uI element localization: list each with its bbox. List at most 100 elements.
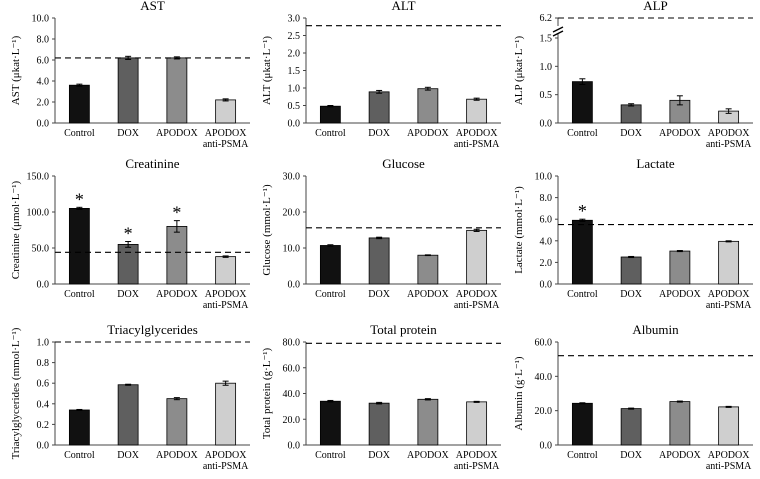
bar-1 <box>319 400 341 446</box>
x-tick-label: APODOX <box>407 450 449 461</box>
chart-title: Total protein <box>370 322 437 337</box>
bar-4 <box>215 382 237 446</box>
x-tick-label: Control <box>567 128 598 139</box>
bar-4 <box>466 98 488 124</box>
bar-1 <box>319 105 341 124</box>
y-tick-label: 0.0 <box>540 280 553 291</box>
x-tick-label: APODOX anti-PSMA <box>203 450 249 472</box>
y-tick-label: 10.0 <box>283 244 301 255</box>
x-tick-label: DOX <box>368 450 390 461</box>
x-tick-label: APODOX anti-PSMA <box>706 128 752 150</box>
y-tick-label: 0.0 <box>288 441 301 452</box>
x-tick-label: APODOX anti-PSMA <box>454 289 500 311</box>
y-tick-label: 2.5 <box>288 31 301 42</box>
x-tick-label: APODOX <box>659 450 701 461</box>
y-tick-label: 20.0 <box>535 406 553 417</box>
y-tick-label: 6.2 <box>540 13 553 24</box>
y-tick-label: 0.0 <box>288 280 301 291</box>
chart-panel-4: Creatinine 0.0 50.0 100.0 150.0 Creatinine (μ… <box>10 156 250 311</box>
x-tick-label: DOX <box>117 289 139 300</box>
chart-panel-3: ALP 6.2 0.0 0.5 1.0 1.5 ALP (μkat·L⁻¹) Control D… <box>513 0 753 150</box>
y-tick-label: 2.0 <box>540 258 553 269</box>
y-axis-label: ALT (μkat·L⁻¹) <box>261 36 273 105</box>
y-tick-label: 4.0 <box>540 236 553 247</box>
bar-4 <box>466 401 488 446</box>
x-tick-label: APODOX anti-PSMA <box>706 450 752 472</box>
y-tick-label: 8.0 <box>540 193 553 204</box>
y-tick-label: 40.0 <box>535 372 553 383</box>
x-tick-label: Control <box>315 128 346 139</box>
y-tick-label: 10.0 <box>535 172 553 183</box>
y-tick-label: 1.0 <box>288 84 301 95</box>
y-tick-label: 0.5 <box>288 101 301 112</box>
y-tick-label: 100.0 <box>27 208 50 219</box>
y-tick-label: 20.0 <box>283 208 301 219</box>
bar-3 <box>417 398 439 446</box>
y-tick-label: 1.0 <box>540 62 553 73</box>
y-tick-label: 0.0 <box>540 441 553 452</box>
chart-panel-6: Lactate 0.0 2.0 4.0 6.0 8.0 10.0 Lactate (mmol·… <box>513 156 753 311</box>
axis-break-mark <box>552 26 564 33</box>
y-tick-label: 60.0 <box>283 363 301 374</box>
bar-2 <box>620 256 642 285</box>
chart-panel-7: Triacylglycerides 0.0 0.2 0.4 0.6 0.8 1.0 Triac… <box>10 322 250 472</box>
y-tick-label: 0.0 <box>37 441 50 452</box>
x-tick-label: DOX <box>117 450 139 461</box>
significance-star: * <box>172 203 181 223</box>
y-tick-label: 2.0 <box>37 98 50 109</box>
y-tick-label: 4.0 <box>37 77 50 88</box>
bar-1 <box>68 84 90 124</box>
y-tick-label: 0.2 <box>37 420 50 431</box>
x-tick-label: APODOX anti-PSMA <box>454 128 500 150</box>
bar-3 <box>669 250 691 285</box>
y-tick-label: 2.0 <box>288 49 301 60</box>
x-tick-label: Control <box>64 450 95 461</box>
y-tick-label: 1.0 <box>37 338 50 349</box>
y-tick-label: 30.0 <box>283 172 301 183</box>
x-tick-label: APODOX anti-PSMA <box>203 289 249 311</box>
bar-2 <box>117 243 139 285</box>
x-tick-label: DOX <box>117 128 139 139</box>
bar-4 <box>215 99 237 124</box>
y-axis-label: Creatinine (μmol·L⁻¹) <box>10 180 22 279</box>
bar-1 <box>68 409 90 446</box>
x-tick-label: APODOX <box>659 289 701 300</box>
x-tick-label: DOX <box>620 128 642 139</box>
bar-2 <box>620 408 642 446</box>
significance-star: * <box>578 201 587 221</box>
x-tick-label: Control <box>315 289 346 300</box>
bar-4 <box>718 240 740 285</box>
y-axis-label: Triacylglycerides (mmol·L⁻¹) <box>10 327 22 459</box>
y-tick-label: 6.0 <box>37 56 50 67</box>
y-axis-label: Albumin (g·L⁻¹) <box>513 356 525 431</box>
chart-title: Glucose <box>382 156 425 171</box>
x-tick-label: APODOX <box>659 128 701 139</box>
bar-4 <box>215 256 237 285</box>
x-tick-label: APODOX anti-PSMA <box>706 289 752 311</box>
x-tick-label: DOX <box>620 289 642 300</box>
y-tick-label: 150.0 <box>27 172 50 183</box>
y-axis-label: ALP (μkat·L⁻¹) <box>513 36 525 106</box>
y-tick-label: 6.0 <box>540 215 553 226</box>
bar-3 <box>166 57 188 124</box>
bar-4 <box>718 406 740 446</box>
y-axis-label: Glucose (mmol·L⁻¹) <box>261 184 273 276</box>
chart-panel-5: Glucose 0.0 10.0 20.0 30.0 Glucose (mmol·L⁻¹)… <box>261 156 501 311</box>
y-tick-label: 0.0 <box>37 280 50 291</box>
x-tick-label: Control <box>567 289 598 300</box>
bar-3 <box>417 88 439 124</box>
y-axis-label: AST (μkat·L⁻¹) <box>10 35 22 105</box>
significance-star: * <box>124 224 133 244</box>
y-tick-label: 20.0 <box>283 415 301 426</box>
x-tick-label: DOX <box>368 128 390 139</box>
x-tick-label: APODOX <box>407 128 449 139</box>
x-tick-label: Control <box>64 289 95 300</box>
bar-2 <box>620 104 642 124</box>
x-tick-label: APODOX <box>156 128 198 139</box>
y-tick-label: 0.5 <box>540 90 553 101</box>
y-tick-label: 3.0 <box>288 14 301 25</box>
bar-1 <box>571 219 593 285</box>
bar-1 <box>319 245 341 285</box>
